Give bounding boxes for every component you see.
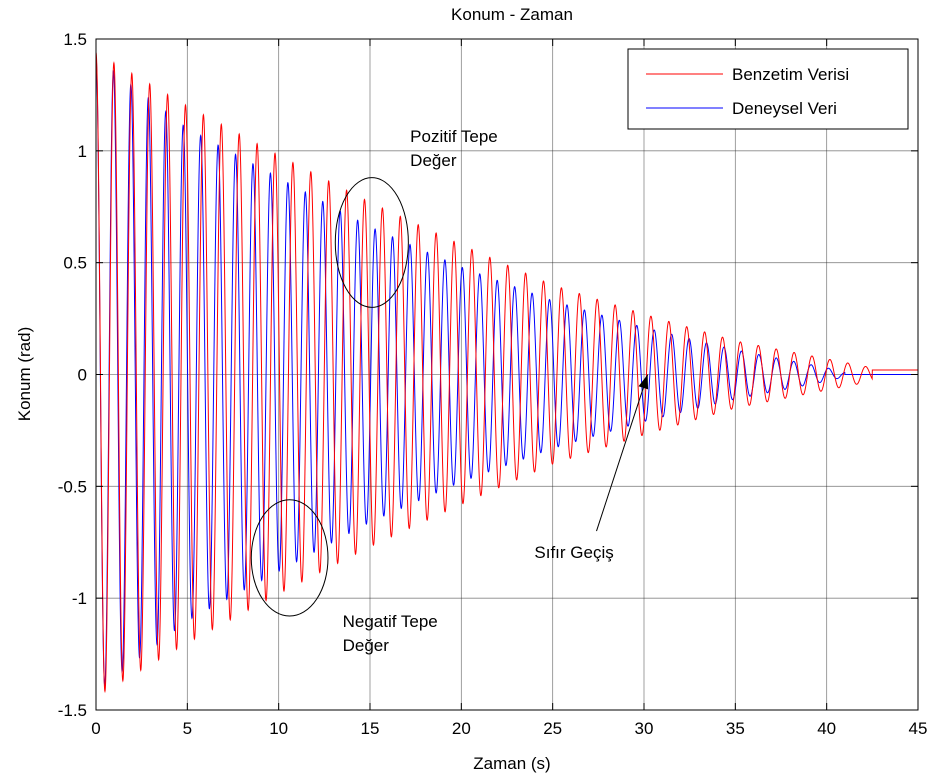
x-tick-label: 45 — [909, 719, 928, 738]
x-tick-label: 10 — [269, 719, 288, 738]
axis-ticks: 0 5 10 15 20 25 30 35 40 45 -1.5 -1 -0.5 0 0.5 1 1.5 — [58, 30, 928, 738]
annotation-text: Pozitif Tepe Değer — [410, 127, 498, 170]
y-tick-label: 1 — [78, 142, 87, 161]
legend-label: Deneysel Veri — [732, 99, 837, 118]
y-axis-label: Konum (rad) — [15, 327, 34, 421]
y-tick-label: -1 — [72, 589, 87, 608]
x-tick-label: 30 — [635, 719, 654, 738]
annotation-arrow-shaft — [596, 374, 649, 532]
annotation-ellipse — [250, 499, 329, 617]
annotation-text: Negatif Tepe Değer — [343, 612, 438, 655]
x-tick-label: 5 — [183, 719, 192, 738]
legend: Benzetim Verisi Deneysel Veri — [627, 48, 909, 130]
y-tick-label: 1.5 — [63, 30, 87, 49]
chart-title: Konum - Zaman — [451, 5, 573, 24]
grid-lines — [96, 39, 918, 710]
y-tick-label: -0.5 — [58, 477, 87, 496]
x-tick-label: 20 — [452, 719, 471, 738]
legend-label: Benzetim Verisi — [732, 65, 849, 84]
legend-box — [627, 48, 909, 130]
series-layer — [95, 52, 918, 694]
y-tick-label: 0.5 — [63, 254, 87, 273]
y-tick-label: -1.5 — [58, 701, 87, 720]
annotations-layer: Pozitif Tepe Değer Negatif Tepe Değer Sıfır … — [250, 127, 649, 655]
x-tick-label: 0 — [91, 719, 100, 738]
annotation-ellipse — [334, 177, 409, 308]
annotation-arrow-head — [638, 374, 649, 390]
x-axis-label: Zaman (s) — [473, 754, 550, 773]
y-tick-label: 0 — [78, 366, 87, 385]
annotation-text: Sıfır Geçiş — [534, 543, 613, 562]
x-tick-label: 15 — [361, 719, 380, 738]
x-tick-label: 25 — [543, 719, 562, 738]
series-line-benzetim-verisi — [95, 52, 918, 694]
x-tick-label: 40 — [817, 719, 836, 738]
x-tick-label: 35 — [726, 719, 745, 738]
